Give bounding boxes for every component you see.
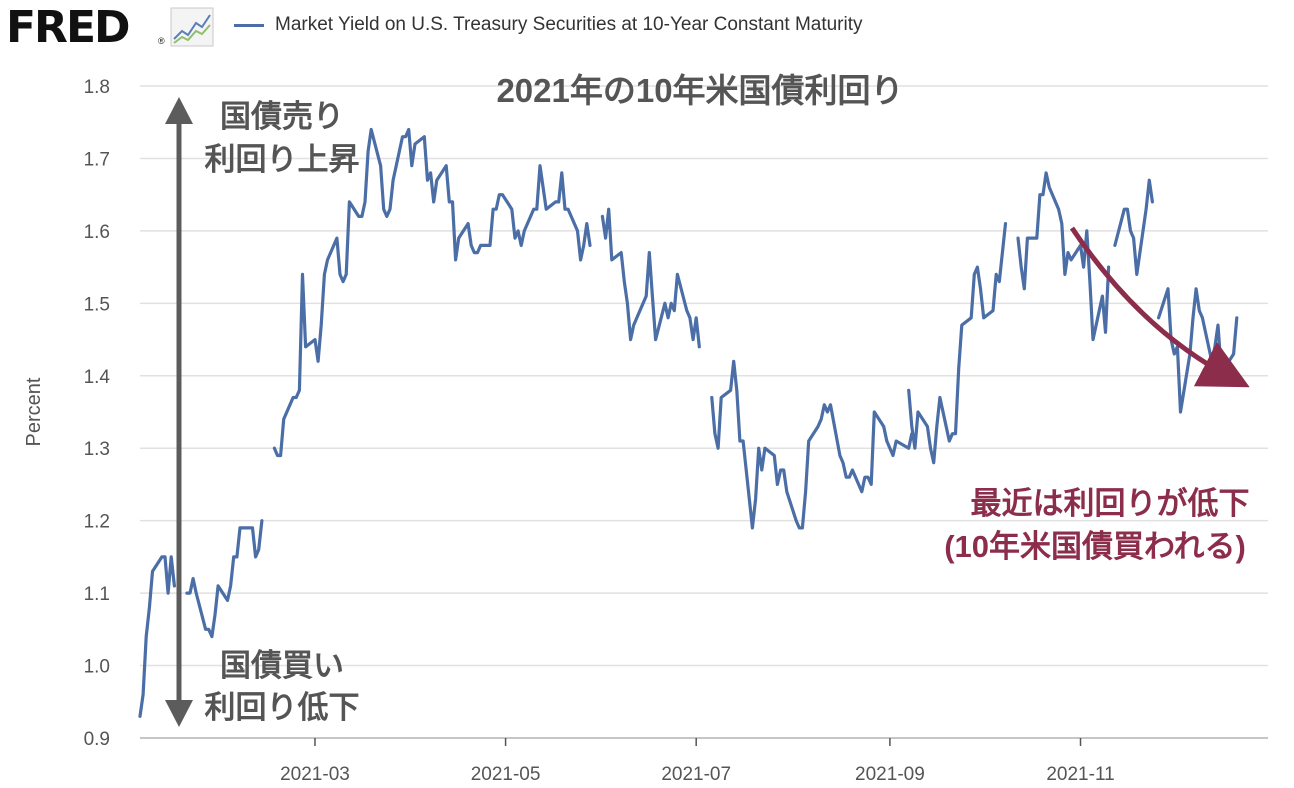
y-tick-label: 1.5	[84, 294, 110, 315]
y-tick-label: 1.6	[84, 222, 110, 243]
annotation-layer: 国債売り 利回り上昇 国債買い 利回り低下 最近は利回りが低下 (10年米国債買…	[165, 97, 1250, 727]
x-tick-label: 2021-05	[471, 764, 541, 785]
annotation-down-line2: 利回り低下	[205, 690, 360, 725]
fred-logo[interactable]: FRED	[6, 2, 131, 53]
annotation-up-line1: 国債売り	[220, 99, 344, 134]
series-line-segment	[272, 127, 592, 458]
y-tick-label: 1.7	[84, 149, 110, 170]
series-line-segment	[907, 222, 1008, 465]
legend-label: Market Yield on U.S. Treasury Securities…	[275, 14, 863, 35]
x-tick-label: 2021-09	[855, 764, 925, 785]
grid-lines	[140, 85, 1268, 739]
chart-title: 2021年の10年米国債利回り	[496, 72, 903, 109]
annotation-up-line2: 利回り上昇	[205, 142, 360, 177]
annotation-recent-line1: 最近は利回りが低下	[971, 486, 1250, 521]
y-tick-label: 1.0	[84, 657, 110, 678]
x-tick-label: 2021-11	[1046, 764, 1114, 785]
y-axis-ticks: 0.9 1.0 1.1 1.2 1.3 1.4 1.5 1.6 1.7 1.8	[84, 77, 111, 750]
y-tick-label: 1.2	[84, 512, 110, 533]
y-tick-label: 1.1	[84, 584, 110, 605]
y-tick-label: 1.3	[84, 439, 110, 460]
chart-header: FRED ® Market Yield on U.S. Treasury Sec…	[0, 0, 1294, 55]
annotation-recent-line2: (10年米国債買われる)	[944, 529, 1246, 564]
y-tick-label: 0.9	[84, 729, 110, 750]
series-line-segment	[138, 555, 176, 718]
x-tick-label: 2021-07	[661, 764, 731, 785]
x-tick-label: 2021-03	[280, 764, 350, 785]
registered-mark: ®	[158, 36, 165, 46]
series-line-segment	[185, 519, 264, 639]
downward-trend-arrow	[1069, 226, 1250, 388]
series-line-segment	[710, 359, 914, 530]
series-line-segment	[600, 207, 701, 349]
series-line-segment	[1016, 171, 1111, 342]
x-axis-ticks: 2021-03 2021-05 2021-07 2021-09 2021-11	[280, 738, 1115, 785]
arrow-up-icon	[165, 97, 193, 124]
y-tick-label: 1.4	[84, 367, 111, 388]
series-layer	[138, 127, 1239, 718]
y-tick-label: 1.8	[84, 77, 110, 98]
series-line-segment	[1156, 287, 1239, 414]
legend-swatch	[234, 24, 264, 27]
annotation-down-line1: 国債買い	[220, 648, 344, 683]
series-line-segment	[1113, 178, 1155, 276]
arrow-down-icon	[165, 700, 193, 727]
y-axis-label: Percent	[23, 377, 45, 446]
line-graph-icon	[170, 7, 214, 47]
